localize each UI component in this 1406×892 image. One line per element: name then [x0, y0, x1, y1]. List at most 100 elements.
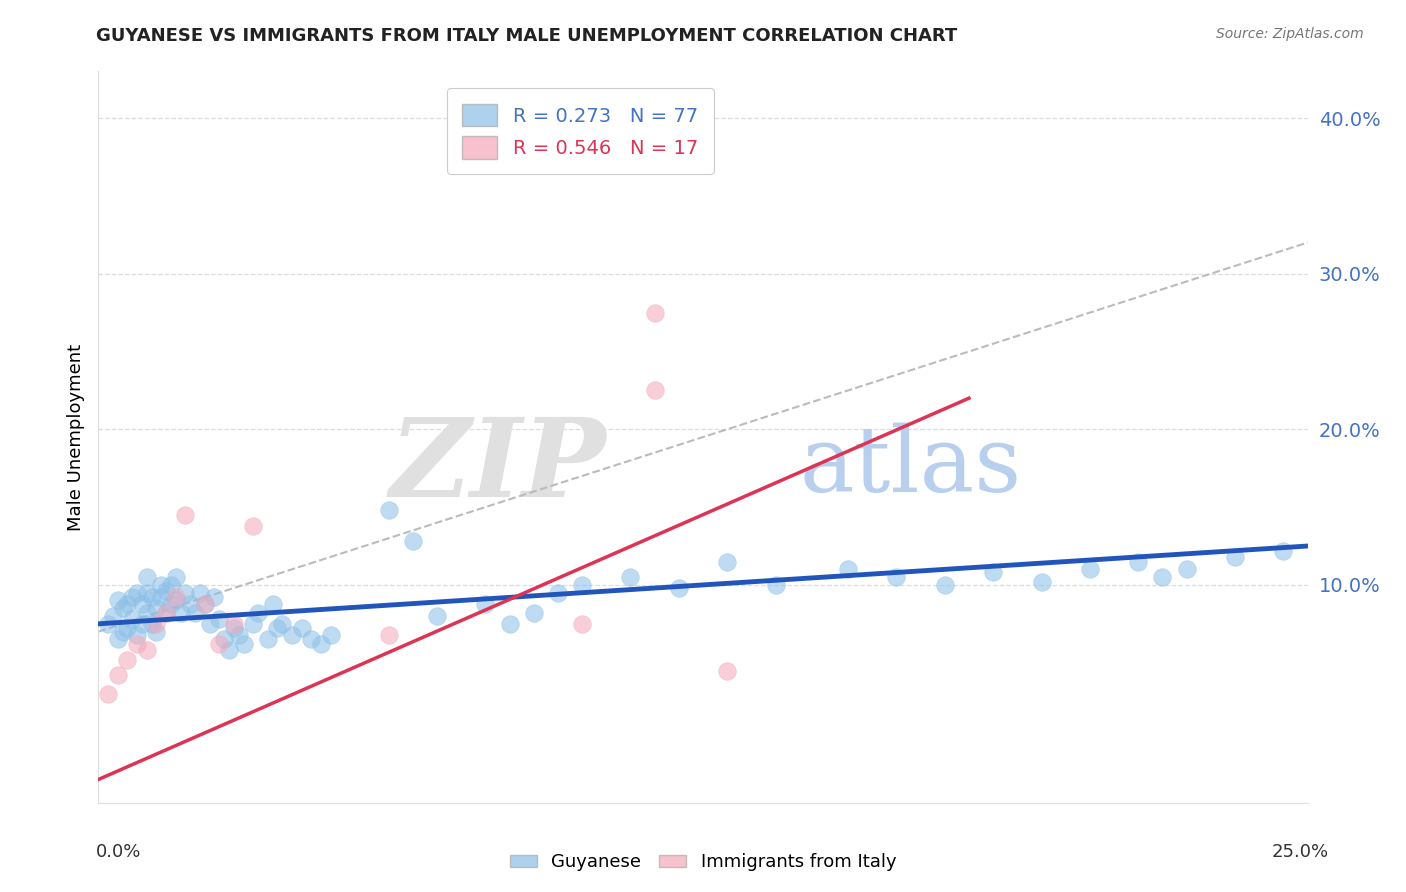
Point: [107, 593, 129, 607]
Point: [150, 591, 173, 605]
Point: [402, 534, 425, 549]
Text: ZIP: ZIP: [389, 413, 606, 520]
Point: [121, 612, 143, 626]
Point: [194, 597, 217, 611]
Point: [498, 616, 520, 631]
Point: [188, 585, 211, 599]
Point: [765, 578, 787, 592]
Point: [426, 609, 449, 624]
Y-axis label: Male Unemployment: Male Unemployment: [66, 343, 84, 531]
Point: [117, 652, 139, 666]
Point: [131, 616, 153, 631]
Text: 25.0%: 25.0%: [1271, 843, 1329, 861]
Point: [97, 616, 120, 631]
Point: [290, 622, 312, 636]
Point: [644, 384, 666, 398]
Point: [716, 664, 738, 678]
Point: [644, 305, 666, 319]
Point: [111, 624, 134, 639]
Point: [716, 555, 738, 569]
Point: [523, 606, 546, 620]
Point: [668, 581, 690, 595]
Point: [266, 622, 288, 636]
Point: [198, 616, 221, 631]
Point: [299, 632, 322, 647]
Legend: R = 0.273   N = 77, R = 0.546   N = 17: R = 0.273 N = 77, R = 0.546 N = 17: [447, 88, 714, 174]
Point: [281, 628, 304, 642]
Point: [127, 585, 149, 599]
Point: [204, 591, 226, 605]
Point: [169, 606, 191, 620]
Point: [1078, 562, 1101, 576]
Text: 0.0%: 0.0%: [96, 843, 141, 861]
Point: [212, 632, 235, 647]
Point: [1272, 543, 1295, 558]
Point: [571, 578, 593, 592]
Point: [165, 570, 187, 584]
Point: [218, 643, 240, 657]
Point: [141, 591, 163, 605]
Point: [101, 609, 124, 624]
Point: [135, 570, 157, 584]
Point: [619, 570, 641, 584]
Point: [165, 593, 187, 607]
Point: [1128, 555, 1150, 569]
Point: [377, 503, 399, 517]
Point: [160, 597, 183, 611]
Point: [208, 637, 231, 651]
Point: [222, 616, 245, 631]
Point: [174, 585, 197, 599]
Point: [474, 597, 496, 611]
Point: [107, 632, 129, 647]
Point: [256, 632, 278, 647]
Point: [97, 687, 120, 701]
Point: [117, 597, 139, 611]
Point: [571, 616, 593, 631]
Text: Source: ZipAtlas.com: Source: ZipAtlas.com: [1216, 27, 1364, 41]
Point: [1175, 562, 1198, 576]
Point: [150, 578, 173, 592]
Point: [135, 606, 157, 620]
Point: [319, 628, 342, 642]
Point: [377, 628, 399, 642]
Point: [160, 578, 183, 592]
Point: [111, 601, 134, 615]
Point: [837, 562, 859, 576]
Point: [145, 624, 167, 639]
Point: [155, 606, 177, 620]
Point: [981, 566, 1004, 580]
Point: [194, 597, 217, 611]
Point: [1031, 574, 1053, 589]
Point: [165, 591, 187, 605]
Text: atlas: atlas: [800, 422, 1022, 510]
Point: [242, 616, 264, 631]
Point: [222, 622, 245, 636]
Legend: Guyanese, Immigrants from Italy: Guyanese, Immigrants from Italy: [502, 847, 904, 879]
Point: [886, 570, 908, 584]
Point: [155, 606, 177, 620]
Point: [117, 622, 139, 636]
Point: [135, 643, 157, 657]
Point: [174, 508, 197, 522]
Point: [131, 597, 153, 611]
Point: [242, 518, 264, 533]
Point: [228, 628, 250, 642]
Point: [121, 591, 143, 605]
Point: [107, 668, 129, 682]
Point: [309, 637, 332, 651]
Point: [179, 597, 201, 611]
Point: [141, 616, 163, 631]
Text: GUYANESE VS IMMIGRANTS FROM ITALY MALE UNEMPLOYMENT CORRELATION CHART: GUYANESE VS IMMIGRANTS FROM ITALY MALE U…: [96, 27, 957, 45]
Point: [934, 578, 956, 592]
Point: [127, 628, 149, 642]
Point: [155, 584, 177, 599]
Point: [1223, 549, 1246, 564]
Point: [262, 597, 284, 611]
Point: [1152, 570, 1174, 584]
Point: [127, 637, 149, 651]
Point: [271, 616, 294, 631]
Point: [232, 637, 254, 651]
Point: [145, 616, 167, 631]
Point: [247, 606, 270, 620]
Point: [547, 585, 569, 599]
